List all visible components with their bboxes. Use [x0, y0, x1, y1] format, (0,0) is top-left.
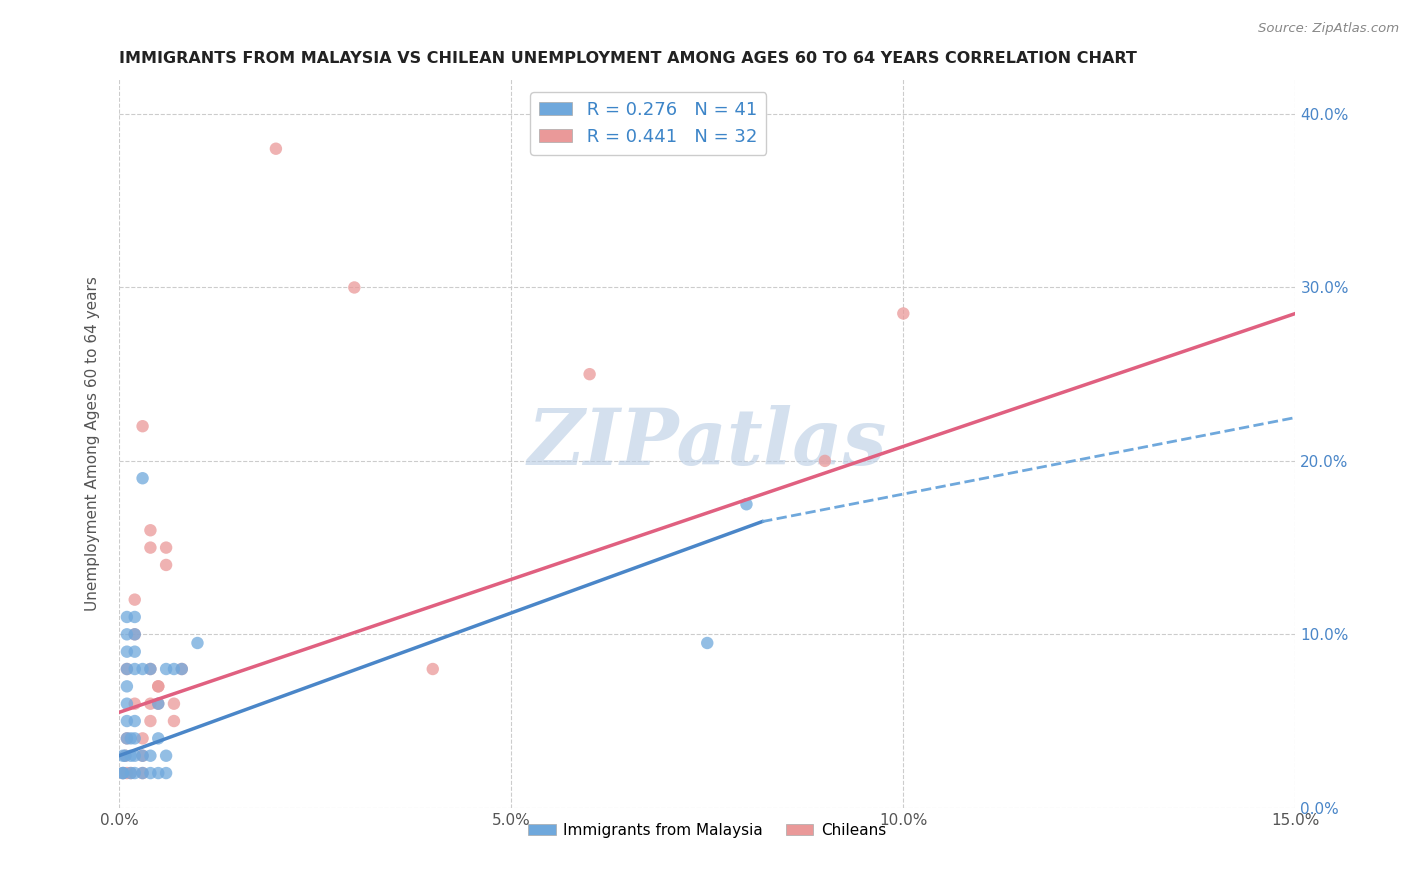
- Point: [139, 714, 162, 728]
- Point: [115, 714, 138, 728]
- Point: [139, 541, 162, 555]
- Point: [343, 280, 366, 294]
- Point: [131, 662, 153, 676]
- Point: [114, 748, 136, 763]
- Point: [115, 645, 138, 659]
- Point: [120, 766, 142, 780]
- Point: [124, 731, 146, 746]
- Point: [131, 748, 153, 763]
- Point: [120, 766, 142, 780]
- Point: [148, 697, 170, 711]
- Legend: Immigrants from Malaysia, Chileans: Immigrants from Malaysia, Chileans: [522, 816, 893, 844]
- Point: [264, 142, 287, 156]
- Point: [155, 766, 177, 780]
- Point: [131, 731, 153, 746]
- Point: [111, 748, 134, 763]
- Point: [139, 697, 162, 711]
- Point: [111, 766, 134, 780]
- Point: [155, 748, 177, 763]
- Point: [139, 662, 162, 676]
- Point: [155, 558, 177, 572]
- Point: [115, 766, 138, 780]
- Point: [115, 679, 138, 693]
- Point: [139, 662, 162, 676]
- Text: IMMIGRANTS FROM MALAYSIA VS CHILEAN UNEMPLOYMENT AMONG AGES 60 TO 64 YEARS CORRE: IMMIGRANTS FROM MALAYSIA VS CHILEAN UNEM…: [120, 51, 1137, 66]
- Text: Source: ZipAtlas.com: Source: ZipAtlas.com: [1258, 22, 1399, 36]
- Point: [111, 766, 134, 780]
- Point: [148, 679, 170, 693]
- Point: [891, 306, 914, 320]
- Point: [735, 497, 758, 511]
- Point: [131, 766, 153, 780]
- Point: [139, 748, 162, 763]
- Point: [131, 471, 153, 485]
- Point: [115, 627, 138, 641]
- Point: [131, 419, 153, 434]
- Point: [186, 636, 208, 650]
- Point: [696, 636, 718, 650]
- Point: [163, 697, 186, 711]
- Point: [578, 367, 600, 381]
- Point: [115, 697, 138, 711]
- Point: [124, 645, 146, 659]
- Point: [124, 662, 146, 676]
- Point: [148, 679, 170, 693]
- Point: [115, 662, 138, 676]
- Point: [814, 454, 837, 468]
- Point: [114, 748, 136, 763]
- Point: [124, 697, 146, 711]
- Point: [148, 697, 170, 711]
- Point: [155, 541, 177, 555]
- Point: [115, 662, 138, 676]
- Point: [124, 627, 146, 641]
- Point: [163, 662, 186, 676]
- Point: [124, 766, 146, 780]
- Point: [422, 662, 444, 676]
- Point: [131, 766, 153, 780]
- Point: [170, 662, 193, 676]
- Point: [124, 592, 146, 607]
- Point: [115, 731, 138, 746]
- Point: [124, 714, 146, 728]
- Point: [163, 714, 186, 728]
- Text: ZIPatlas: ZIPatlas: [527, 405, 887, 482]
- Point: [139, 523, 162, 537]
- Point: [139, 766, 162, 780]
- Point: [115, 731, 138, 746]
- Point: [148, 731, 170, 746]
- Point: [148, 766, 170, 780]
- Point: [120, 748, 142, 763]
- Point: [124, 627, 146, 641]
- Point: [131, 748, 153, 763]
- Point: [124, 610, 146, 624]
- Y-axis label: Unemployment Among Ages 60 to 64 years: Unemployment Among Ages 60 to 64 years: [86, 277, 100, 611]
- Point: [155, 662, 177, 676]
- Point: [120, 731, 142, 746]
- Point: [115, 610, 138, 624]
- Point: [170, 662, 193, 676]
- Point: [124, 748, 146, 763]
- Point: [111, 766, 134, 780]
